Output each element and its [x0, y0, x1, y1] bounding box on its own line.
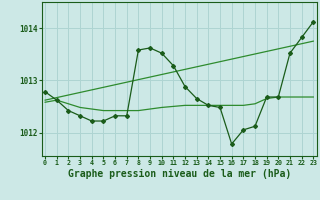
X-axis label: Graphe pression niveau de la mer (hPa): Graphe pression niveau de la mer (hPa)	[68, 169, 291, 179]
